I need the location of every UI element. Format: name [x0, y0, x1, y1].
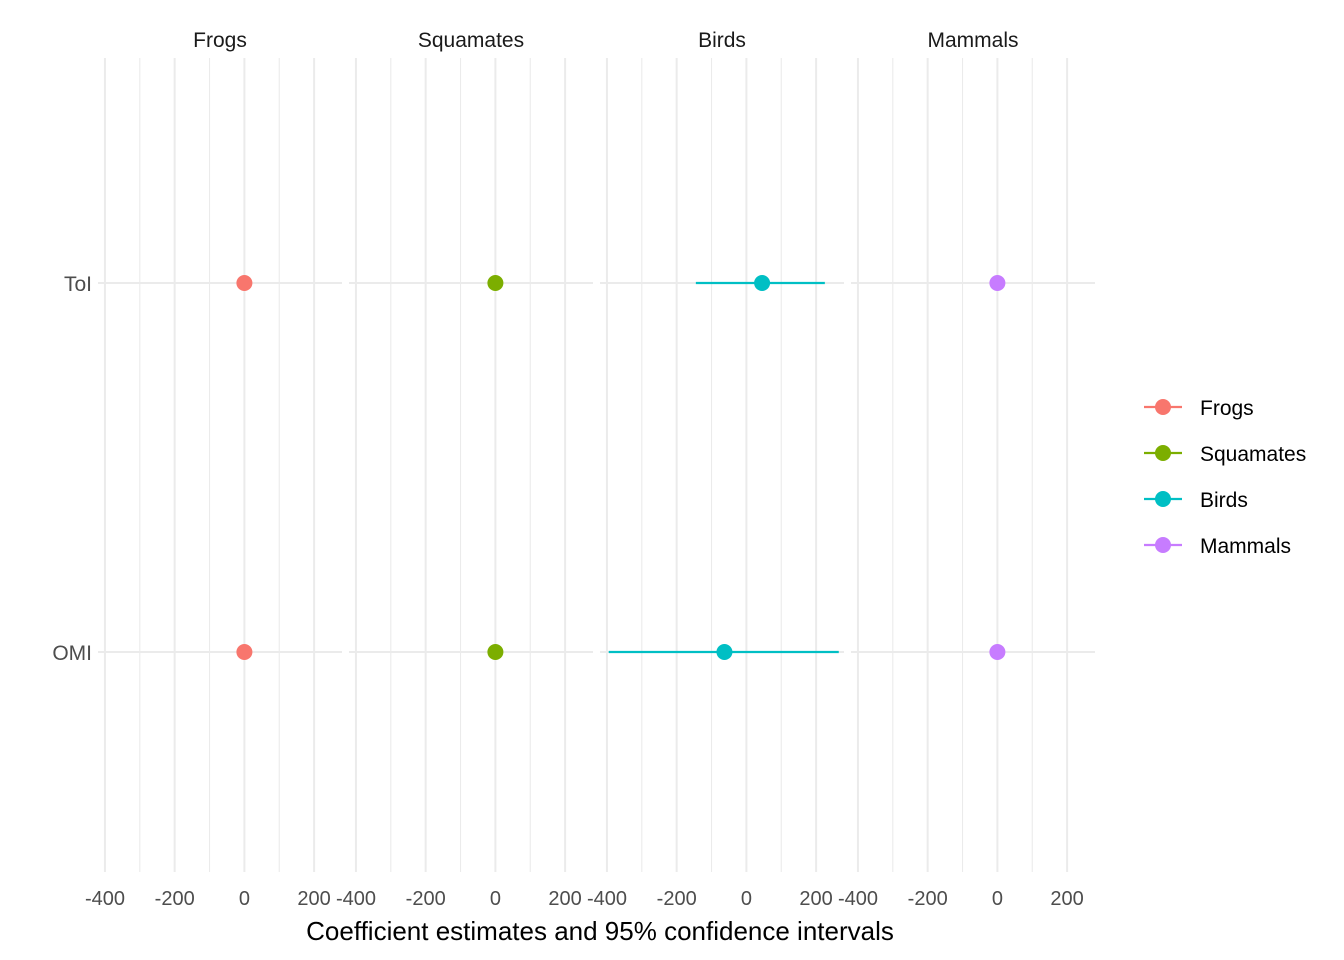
x-tick-label: 200: [1050, 888, 1083, 910]
estimate-point: [236, 644, 253, 660]
facet-frogs: Frogs -400 -200 0 200: [85, 29, 342, 910]
legend-point: [1155, 537, 1171, 553]
x-tick-label: 200: [297, 888, 330, 910]
legend-label: Birds: [1200, 489, 1248, 512]
estimate-point: [989, 275, 1006, 291]
facet-title: Birds: [698, 29, 746, 52]
legend-point: [1155, 491, 1171, 507]
facet-mammals: Mammals -400 -200 0 200: [838, 29, 1095, 910]
legend-label: Frogs: [1200, 397, 1254, 420]
legend-point: [1155, 445, 1171, 461]
x-tick-label: 200: [799, 888, 832, 910]
x-tick-label: -200: [657, 888, 697, 910]
x-tick-label: -400: [838, 888, 878, 910]
legend-item: Mammals: [1144, 535, 1291, 558]
facet-title: Squamates: [418, 29, 524, 52]
x-tick-label: 0: [741, 888, 752, 910]
legend-label: Squamates: [1200, 443, 1306, 466]
facet-title: Frogs: [193, 29, 247, 52]
x-tick-label: -400: [85, 888, 125, 910]
estimate-point: [754, 275, 771, 291]
legend-label: Mammals: [1200, 535, 1291, 558]
x-tick-label: 200: [548, 888, 581, 910]
legend-item: Frogs: [1144, 397, 1254, 420]
estimate-point: [236, 275, 253, 291]
y-tick-label: ToI: [64, 273, 92, 296]
legend: Frogs Squamates Birds Mammals: [1144, 397, 1306, 558]
facet-title: Mammals: [927, 29, 1018, 52]
estimate-point: [487, 644, 504, 660]
x-tick-label: -200: [908, 888, 948, 910]
facet-birds: Birds -400 -200 0 200: [587, 29, 844, 910]
facet-squamates: Squamates -400 -200 0 200: [336, 29, 593, 910]
x-tick-label: -400: [587, 888, 627, 910]
legend-item: Squamates: [1144, 443, 1306, 466]
x-axis-title: Coefficient estimates and 95% confidence…: [306, 916, 894, 946]
estimate-point: [989, 644, 1006, 660]
x-tick-label: -400: [336, 888, 376, 910]
legend-item: Birds: [1144, 489, 1248, 512]
y-axis: ToI OMI: [52, 273, 92, 665]
x-tick-label: -200: [406, 888, 446, 910]
x-tick-label: -200: [155, 888, 195, 910]
x-tick-label: 0: [992, 888, 1003, 910]
x-tick-label: 0: [490, 888, 501, 910]
x-tick-label: 0: [239, 888, 250, 910]
estimate-point: [716, 644, 733, 660]
legend-point: [1155, 399, 1171, 415]
y-tick-label: OMI: [52, 642, 92, 665]
estimate-point: [487, 275, 504, 291]
